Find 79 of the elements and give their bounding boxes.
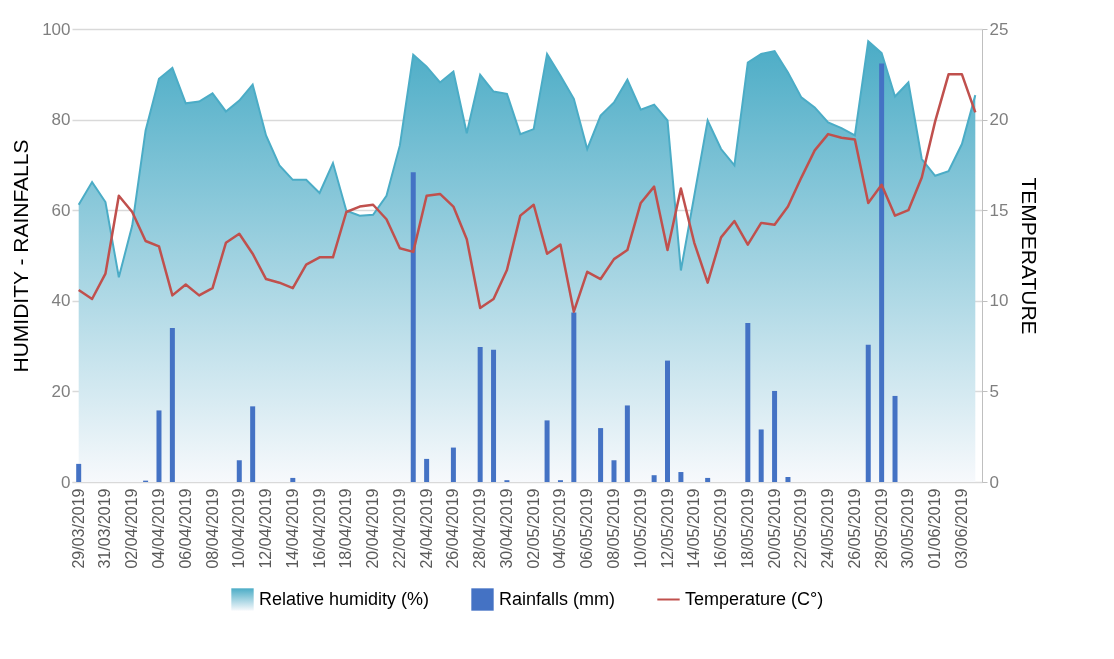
x-tick-label: 10/04/2019 (230, 488, 248, 569)
x-tick-label: 30/05/2019 (899, 488, 917, 569)
y2-tick-label: 10 (989, 291, 1009, 311)
y2-tick-label: 5 (989, 381, 999, 401)
y-tick-label: 20 (51, 381, 71, 401)
x-tick-label: 08/04/2019 (203, 488, 221, 569)
x-tick-label: 22/05/2019 (792, 488, 810, 569)
x-tick-label: 10/05/2019 (631, 488, 649, 569)
y-axis-title: HUMIDITY - RAINFALLS (9, 139, 33, 373)
x-tick-label: 29/03/2019 (69, 488, 87, 569)
bar (156, 410, 162, 482)
y2-axis-title: TEMPERATURE (1018, 177, 1042, 335)
bar (290, 477, 296, 482)
bar (678, 472, 684, 482)
bar (651, 475, 657, 482)
x-tick-label: 16/04/2019 (310, 488, 328, 569)
bar (571, 312, 577, 482)
legend-label: Temperature (C°) (685, 588, 824, 609)
y2-tick-label: 0 (989, 472, 999, 492)
x-tick-label: 18/05/2019 (738, 488, 756, 569)
x-tick-label: 30/04/2019 (497, 488, 515, 569)
y2-tick-label: 20 (989, 110, 1009, 130)
bar (598, 428, 604, 482)
legend-label: Rainfalls (mm) (499, 588, 616, 609)
x-tick-label: 06/05/2019 (578, 488, 596, 569)
bar (410, 172, 416, 482)
x-tick-label: 31/03/2019 (96, 488, 114, 569)
x-tick-label: 26/05/2019 (845, 488, 863, 569)
bar (76, 463, 82, 482)
bar (785, 477, 791, 482)
x-tick-label: 28/05/2019 (872, 488, 890, 569)
x-tick-label: 04/04/2019 (149, 488, 167, 569)
x-tick-label: 26/04/2019 (444, 488, 462, 569)
bar (665, 360, 671, 482)
x-tick-label: 02/04/2019 (123, 488, 141, 569)
x-tick-label: 01/06/2019 (926, 488, 944, 569)
y-tick-label: 40 (51, 291, 71, 311)
x-tick-label: 12/04/2019 (257, 488, 275, 569)
x-tick-label: 02/05/2019 (524, 488, 542, 569)
x-tick-label: 18/04/2019 (337, 488, 355, 569)
bar (705, 477, 711, 482)
bar (236, 460, 242, 482)
x-tick-label: 06/04/2019 (176, 488, 194, 569)
legend-label: Relative humidity (%) (259, 588, 430, 609)
x-tick-label: 04/05/2019 (551, 488, 569, 569)
x-tick-label: 12/05/2019 (658, 488, 676, 569)
bar (450, 447, 456, 482)
x-tick-label: 08/05/2019 (604, 488, 622, 569)
bar (169, 327, 175, 482)
bar (424, 458, 430, 482)
line-series (77, 73, 977, 313)
bar (611, 460, 617, 482)
x-tick-label: 24/05/2019 (819, 488, 837, 569)
x-tick-label: 28/04/2019 (471, 488, 489, 569)
x-tick-label: 20/04/2019 (364, 488, 382, 569)
x-tick-label: 16/05/2019 (712, 488, 730, 569)
bar (544, 420, 550, 482)
y2-tick-label: 25 (989, 19, 1009, 39)
bar (250, 406, 256, 482)
x-tick-label: 20/05/2019 (765, 488, 783, 569)
x-tick-label: 24/04/2019 (417, 488, 435, 569)
bar (772, 390, 778, 482)
bar (758, 429, 764, 482)
y-tick-label: 100 (42, 19, 71, 39)
bar (477, 347, 483, 482)
x-tick-label: 22/04/2019 (390, 488, 408, 569)
x-tick-label: 14/05/2019 (685, 488, 703, 569)
x-tick-label: 03/06/2019 (952, 488, 970, 569)
bar (624, 405, 630, 482)
y-tick-label: 80 (51, 110, 71, 130)
x-tick-label: 14/04/2019 (283, 488, 301, 569)
bar (491, 349, 497, 482)
y2-tick-label: 15 (989, 200, 1009, 220)
bar (892, 395, 898, 482)
bar (865, 344, 871, 482)
y-tick-label: 60 (51, 200, 71, 220)
y-tick-label: 0 (61, 472, 71, 492)
bar (879, 63, 885, 482)
bar (745, 323, 751, 482)
